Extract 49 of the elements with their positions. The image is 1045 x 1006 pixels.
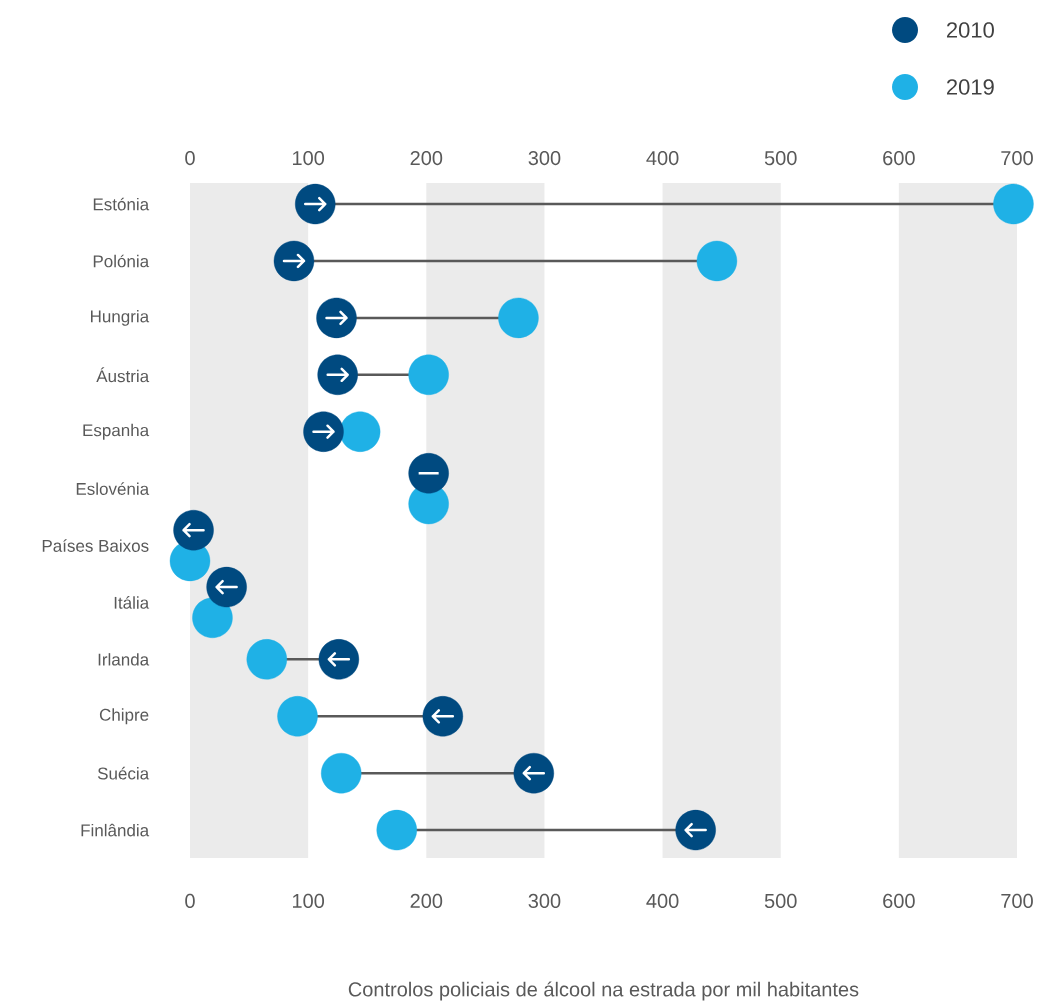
point: [422, 696, 464, 737]
x2-tick-label: 100: [292, 150, 325, 166]
x2-tick-label: 400: [646, 150, 679, 166]
x2-tick-label: 700: [1001, 150, 1033, 166]
point: [273, 240, 315, 282]
x-tick-label: 700: [1001, 893, 1033, 908]
y-tick-label: Áustria: [96, 367, 150, 383]
y-tick-label: Suécia: [97, 766, 150, 780]
point: [316, 297, 357, 339]
x-tick-label: 400: [646, 893, 679, 908]
y-tick-label: Eslovénia: [76, 482, 150, 495]
point: [408, 354, 449, 395]
point: [303, 411, 344, 452]
x-tick-label: 0: [185, 893, 195, 908]
point: [993, 183, 1034, 225]
point: [321, 752, 362, 794]
legend-label: 2010: [946, 22, 994, 38]
y-tick-label: Países Baixos: [42, 539, 149, 552]
point: [696, 240, 738, 282]
x-tick-label: 200: [410, 893, 443, 908]
y-tick-label: Hungria: [90, 309, 150, 326]
x2-tick-label: 600: [883, 150, 915, 166]
y-tick-label: Itália: [114, 596, 150, 609]
point: [277, 696, 318, 737]
x-tick-label: 600: [883, 893, 915, 908]
point: [246, 639, 287, 680]
point: [513, 752, 554, 794]
point: [339, 411, 381, 452]
x2-tick-label: 500: [764, 150, 797, 166]
y-tick-label: Espanha: [83, 423, 150, 440]
legend-label: 2019: [946, 79, 994, 95]
x-tick-label: 100: [292, 893, 325, 908]
y-tick-label: Chipre: [99, 708, 149, 725]
y-tick-label: Irlanda: [98, 653, 150, 666]
x-tick-label: 500: [764, 893, 797, 908]
y-tick-label: Estónia: [93, 197, 150, 211]
x-tick-label: 300: [528, 893, 561, 908]
point: [675, 809, 716, 851]
point: [318, 639, 360, 680]
y-tick-label: Finlândia: [81, 823, 150, 837]
point: [376, 809, 417, 851]
point: [498, 297, 539, 339]
x2-tick-label: 200: [410, 150, 443, 166]
x2-tick-label: 300: [528, 150, 561, 166]
x-axis-title: Controlos policiais de álcool na estrada por mil habitantes: [348, 981, 859, 1001]
y-tick-label: Polónia: [93, 254, 150, 268]
x2-tick-label: 0: [185, 150, 195, 166]
point: [295, 183, 336, 225]
point: [317, 354, 358, 395]
